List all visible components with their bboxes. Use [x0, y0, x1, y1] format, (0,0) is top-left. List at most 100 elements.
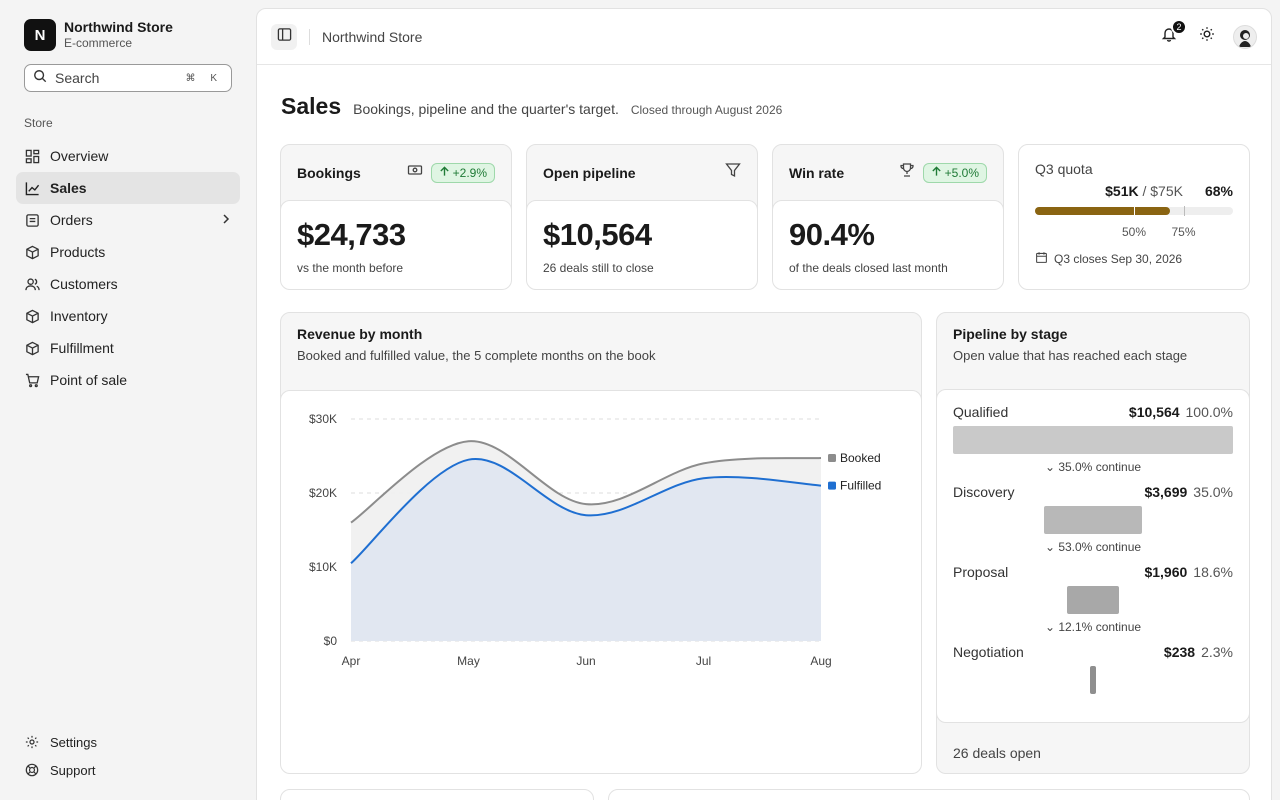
sidebar-item-point-of-sale[interactable]: Point of sale	[16, 364, 240, 396]
lifebuoy-icon	[24, 762, 40, 778]
quota-tick-50	[1134, 206, 1135, 216]
trophy-icon	[899, 162, 915, 183]
topbar-divider	[309, 28, 310, 45]
stage-name: Discovery	[953, 484, 1015, 500]
quota-tick-label-75: 75%	[1171, 225, 1196, 239]
brand-subtitle: E-commerce	[64, 36, 133, 50]
series-line	[350, 458, 822, 565]
stage-name: Negotiation	[953, 644, 1024, 660]
kpi-note: 26 deals still to close	[543, 261, 654, 275]
sidebar-item-label: Orders	[50, 212, 93, 228]
brand-logo: N	[24, 19, 56, 51]
sidebar-item-label: Customers	[50, 276, 118, 292]
avatar[interactable]	[1233, 24, 1257, 49]
stage-name: Proposal	[953, 564, 1009, 580]
sidebar-item-overview[interactable]: Overview	[16, 140, 240, 172]
sidebar-item-label: Products	[50, 244, 106, 260]
card-title: Pipeline by stage	[953, 326, 1068, 342]
quota-title: Q3 quota	[1035, 161, 1093, 177]
y-tick-label: $20K	[309, 486, 337, 500]
quota-current: $51K	[1105, 183, 1139, 199]
x-tick-label: Aug	[810, 654, 831, 668]
arrow-up-icon	[439, 165, 450, 180]
sidebar-item-inventory[interactable]: Inventory	[16, 300, 240, 332]
quota-target: / $75K	[1142, 183, 1183, 199]
x-tick-label: Jun	[576, 654, 595, 668]
pipeline-stage[interactable]: Negotiation $238 2.3%	[953, 644, 1233, 694]
sidebar-toggle-button[interactable]	[271, 23, 297, 50]
kpi-title: Open pipeline	[543, 164, 636, 181]
revenue-chart: $0 $10K $20K $30K Apr May Jun Jul Aug Booked Fulfi…	[309, 412, 881, 668]
filter-icon	[725, 162, 741, 183]
series-area	[351, 458, 821, 641]
sidebar-item-settings[interactable]: Settings	[16, 728, 240, 756]
kpi-value: $24,733	[297, 217, 406, 252]
sidebar-item-orders[interactable]: Orders	[16, 204, 240, 236]
delta-badge: +2.9%	[430, 162, 495, 183]
overview-icon	[24, 148, 40, 164]
quota-percent: 68%	[1204, 183, 1233, 199]
kpi-card-bookings: Bookings +2.9% $24,733 vs the month befo…	[280, 144, 512, 290]
chevron-down-icon: ⌄	[1044, 460, 1059, 474]
card-title: Revenue by month	[297, 326, 423, 342]
sidebar-item-label: Overview	[50, 148, 109, 164]
quota-progress-fill	[1035, 207, 1170, 215]
breadcrumb[interactable]: Northwind Store	[322, 28, 423, 45]
search-input[interactable]: Search ⌘ K	[24, 64, 232, 92]
nav-section-label: Store	[24, 116, 53, 130]
kpi-title: Bookings	[297, 164, 361, 181]
stage-value: $3,699	[1144, 484, 1188, 500]
kpi-note: vs the month before	[297, 261, 404, 275]
legend-swatch	[828, 453, 836, 462]
stage-percent: 35.0%	[1193, 484, 1233, 500]
stage-value: $1,960	[1144, 564, 1188, 580]
x-tick-label: May	[457, 654, 480, 668]
calendar-icon	[1035, 251, 1048, 267]
sidebar-item-label: Sales	[50, 180, 87, 196]
notifications-button[interactable]: 2	[1157, 18, 1187, 49]
kpi-title: Win rate	[789, 164, 845, 181]
sidebar-item-customers[interactable]: Customers	[16, 268, 240, 300]
box-icon	[24, 244, 40, 260]
sidebar-item-label: Point of sale	[50, 372, 128, 388]
quota-close-text: Q3 closes Sep 30, 2026	[1054, 252, 1183, 266]
page-subtitle: Bookings, pipeline and the quarter's tar…	[353, 101, 619, 117]
search-icon	[33, 69, 47, 88]
stage-continue-text: 53.0% continue	[1058, 540, 1142, 554]
stage-value: $238	[1163, 644, 1196, 660]
cash-icon	[407, 162, 423, 183]
sidebar: N Northwind Store E-commerce Search ⌘ K …	[0, 0, 256, 800]
brand[interactable]: N Northwind Store E-commerce	[24, 19, 173, 51]
stage-continue-text: 35.0% continue	[1058, 460, 1142, 474]
pipeline-stage[interactable]: Proposal $1,960 18.6% ⌄ 12.1% continue	[953, 564, 1233, 634]
stage-bar	[1089, 666, 1097, 694]
stage-value: $10,564	[1128, 404, 1180, 420]
pipeline-stage[interactable]: Qualified $10,564 100.0% ⌄ 35.0% continu…	[953, 404, 1233, 474]
sidebar-item-support[interactable]: Support	[16, 756, 240, 784]
card-stub	[280, 789, 594, 800]
sidebar-item-sales[interactable]: Sales	[16, 172, 240, 204]
page-title: Sales	[281, 93, 342, 119]
sidebar-item-label: Fulfillment	[50, 340, 114, 356]
pipeline-stage[interactable]: Discovery $3,699 35.0% ⌄ 53.0% continue	[953, 484, 1233, 554]
box-icon	[24, 340, 40, 356]
theme-toggle-button[interactable]	[1195, 25, 1219, 49]
kpi-value: $10,564	[543, 217, 652, 252]
page-header: Sales Bookings, pipeline and the quarter…	[281, 93, 782, 120]
quota-progress-bar: 50% 75%	[1035, 206, 1233, 239]
orders-icon	[24, 212, 40, 228]
gear-icon	[24, 734, 40, 750]
stage-bar	[953, 426, 1233, 454]
brand-name: Northwind Store	[64, 19, 173, 35]
kpi-value: 90.4%	[789, 217, 875, 252]
stage-continue-text: 12.1% continue	[1058, 620, 1142, 634]
stage-percent: 18.6%	[1193, 564, 1233, 580]
sidebar-item-label: Inventory	[50, 308, 108, 324]
sidebar-item-fulfillment[interactable]: Fulfillment	[16, 332, 240, 364]
x-tick-label: Apr	[342, 654, 361, 668]
main-panel: Northwind Store 2 Sales Bookings, pipeli…	[256, 8, 1272, 800]
delta-badge: +5.0%	[922, 162, 987, 183]
kpi-card-win-rate: Win rate +5.0% 90.4% of the deals closed…	[772, 144, 1004, 290]
sidebar-item-products[interactable]: Products	[16, 236, 240, 268]
chevron-right-icon[interactable]	[220, 212, 232, 228]
